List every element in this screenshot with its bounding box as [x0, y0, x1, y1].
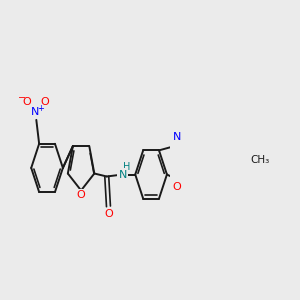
Text: N: N: [118, 169, 127, 179]
Text: +: +: [37, 104, 44, 113]
Text: CH₃: CH₃: [250, 155, 270, 165]
Text: H: H: [123, 161, 131, 172]
Text: N: N: [30, 107, 39, 117]
Text: −: −: [18, 93, 26, 103]
Text: O: O: [77, 190, 85, 200]
Text: N: N: [173, 132, 182, 142]
Text: O: O: [22, 97, 31, 107]
Text: O: O: [104, 209, 113, 219]
Text: O: O: [40, 97, 49, 107]
Text: O: O: [173, 182, 182, 192]
